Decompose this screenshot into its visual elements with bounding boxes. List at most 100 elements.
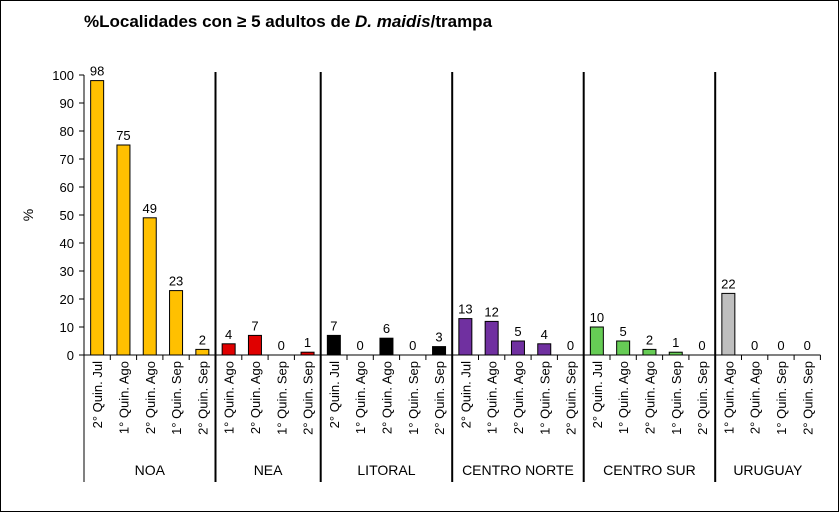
data-label: 49 <box>143 201 157 216</box>
data-label: 0 <box>777 338 784 353</box>
y-tick-label: 80 <box>60 124 74 139</box>
bar <box>642 348 657 356</box>
data-label: 0 <box>567 338 574 353</box>
category-label: 2° Quin. Sep <box>695 361 710 435</box>
y-tick-label: 0 <box>67 348 74 363</box>
category-label: 1° Quin. Sep <box>774 361 789 435</box>
data-label: 1 <box>304 335 311 350</box>
bar <box>616 340 631 356</box>
data-label: 4 <box>541 327 548 342</box>
category-label: 2° Quin. Ago <box>642 361 657 434</box>
group-label: NOA <box>135 462 166 478</box>
y-tick-label: 60 <box>60 180 74 195</box>
data-label: 23 <box>169 274 183 289</box>
group-label: CENTRO NORTE <box>462 462 574 478</box>
category-label: 1° Quin. Ago <box>116 361 131 434</box>
data-label: 10 <box>590 310 604 325</box>
bar <box>379 337 394 356</box>
bar <box>300 351 315 356</box>
title-species: D. maidis <box>355 12 431 31</box>
data-label: 22 <box>721 276 735 291</box>
y-tick-label: 50 <box>60 208 74 223</box>
group-label: NEA <box>254 462 283 478</box>
bar <box>484 320 499 356</box>
category-label: 1° Quin. Ago <box>353 361 368 434</box>
category-label: 2° Quin. Sep <box>301 361 316 435</box>
y-axis-label: % <box>20 209 36 221</box>
y-tick-label: 70 <box>60 152 74 167</box>
category-label: 1° Quin. Sep <box>169 361 184 435</box>
data-label: 0 <box>751 338 758 353</box>
data-label: 12 <box>484 304 498 319</box>
data-label: 7 <box>251 318 258 333</box>
data-label: 3 <box>435 330 442 345</box>
category-label: 2° Quin. Sep <box>800 361 815 435</box>
data-label: 2 <box>646 332 653 347</box>
data-label: 2 <box>199 332 206 347</box>
data-label: 7 <box>330 318 337 333</box>
bar <box>169 290 184 356</box>
category-label: 1° Quin. Sep <box>274 361 289 435</box>
data-label: 98 <box>90 64 104 79</box>
category-label: 1° Quin. Ago <box>721 361 736 434</box>
y-tick-label: 20 <box>60 292 74 307</box>
data-label: 75 <box>116 128 130 143</box>
category-label: 2° Quin. Sep <box>195 361 210 435</box>
category-label: 2° Quin. Jul <box>590 361 605 428</box>
title-suffix: /trampa <box>430 12 493 31</box>
group-label: URUGUAY <box>733 462 803 478</box>
title-prefix: %Localidades con ≥ 5 adultos de <box>84 12 356 31</box>
category-label: 2° Quin. Jul <box>327 361 342 428</box>
category-label: 1° Quin. Sep <box>406 361 421 435</box>
category-label: 1° Quin. Ago <box>616 361 631 434</box>
category-label: 2° Quin. Jul <box>90 361 105 428</box>
y-tick-label: 90 <box>60 96 74 111</box>
category-label: 1° Quin. Sep <box>669 361 684 435</box>
category-label: 2° Quin. Ago <box>379 361 394 434</box>
category-label: 2° Quin. Ago <box>511 361 526 434</box>
bar <box>668 351 683 356</box>
data-label: 13 <box>458 302 472 317</box>
category-label: 1° Quin. Ago <box>222 361 237 434</box>
data-label: 0 <box>804 338 811 353</box>
bar <box>589 326 604 356</box>
y-tick-label: 10 <box>60 320 74 335</box>
data-label: 6 <box>383 321 390 336</box>
bar <box>458 318 473 356</box>
bar <box>432 346 447 356</box>
category-label: 2° Quin. Sep <box>564 361 579 435</box>
category-label: 2° Quin. Ago <box>143 361 158 434</box>
bar <box>721 292 736 356</box>
category-label: 2° Quin. Sep <box>432 361 447 435</box>
data-label: 0 <box>409 338 416 353</box>
bar <box>90 80 105 356</box>
data-label: 5 <box>620 324 627 339</box>
bar <box>142 217 157 356</box>
data-label: 0 <box>698 338 705 353</box>
bar <box>221 343 236 356</box>
data-label: 4 <box>225 327 232 342</box>
data-label: 0 <box>278 338 285 353</box>
bar <box>510 340 525 356</box>
category-label: 1° Quin. Ago <box>485 361 500 434</box>
category-label: 2° Quin. Jul <box>458 361 473 428</box>
data-label: 1 <box>672 335 679 350</box>
y-tick-label: 100 <box>52 68 74 83</box>
chart-title: %Localidades con ≥ 5 adultos de D. maidi… <box>84 12 492 32</box>
data-label: 5 <box>514 324 521 339</box>
y-tick-label: 30 <box>60 264 74 279</box>
y-tick-label: 40 <box>60 236 74 251</box>
bar <box>116 144 131 356</box>
category-label: 2° Quin. Ago <box>748 361 763 434</box>
bar <box>195 348 210 356</box>
category-label: 1° Quin. Sep <box>537 361 552 435</box>
data-label: 0 <box>357 338 364 353</box>
group-label: CENTRO SUR <box>603 462 696 478</box>
bar <box>537 343 552 356</box>
category-label: 2° Quin. Ago <box>248 361 263 434</box>
bar <box>326 334 341 356</box>
group-label: LITORAL <box>357 462 415 478</box>
bar <box>247 334 262 356</box>
